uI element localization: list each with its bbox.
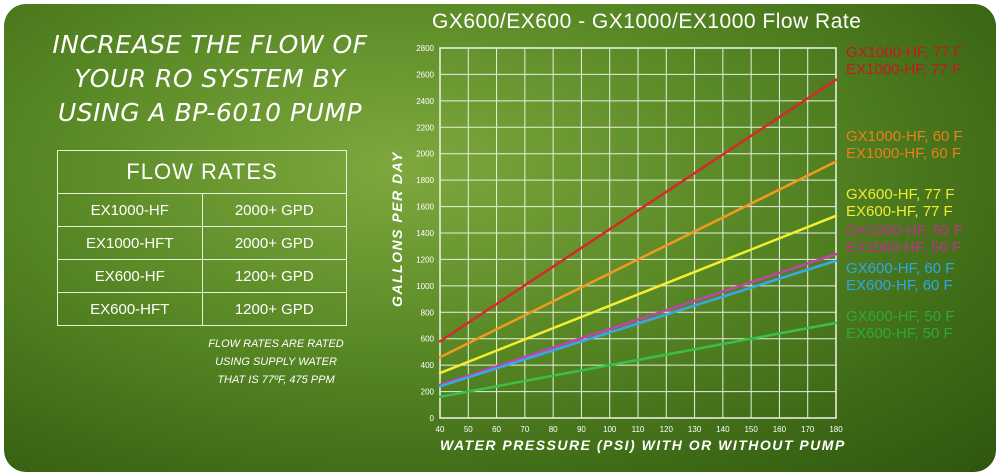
- legend-entry: EX1000-HF, 60 F: [846, 145, 962, 162]
- headline: INCREASE THE FLOW OF YOUR RO SYSTEM BY U…: [20, 28, 400, 130]
- y-tick-label: 2400: [416, 97, 434, 106]
- x-tick-label: 40: [436, 425, 445, 434]
- series-line-4: [438, 252, 838, 387]
- flow-rates-table: FLOW RATES EX1000-HF 2000+ GPD EX1000-HF…: [57, 150, 347, 326]
- headline-line-1: INCREASE THE FLOW OF: [52, 30, 368, 59]
- x-tick-label: 130: [688, 425, 702, 434]
- legend-entry: GX600-HF, 77 F: [846, 186, 955, 203]
- series-line-6: [438, 321, 838, 399]
- y-tick-label: 400: [421, 361, 435, 370]
- x-tick-label: 140: [716, 425, 730, 434]
- headline-line-2: YOUR RO SYSTEM BY: [74, 64, 346, 93]
- model-cell: EX600-HF: [57, 259, 203, 293]
- rate-cell: 1200+ GPD: [201, 259, 347, 293]
- note-line-3: THAT IS 77ºF, 475 PPM: [217, 374, 335, 386]
- table-row: EX600-HF 1200+ GPD: [57, 259, 347, 293]
- x-tick-label: 60: [492, 425, 501, 434]
- y-tick-label: 1000: [416, 282, 434, 291]
- y-tick-label: 600: [421, 335, 435, 344]
- legend-entry: GX600-HF, 50 F: [846, 308, 955, 325]
- x-tick-label: 80: [549, 425, 558, 434]
- series-line-2: [438, 160, 838, 359]
- legend-entry: EX1000-HF, 50 F: [846, 239, 962, 256]
- y-tick-label: 1400: [416, 229, 434, 238]
- table-row: EX1000-HF 2000+ GPD: [57, 193, 347, 227]
- x-tick-label: 90: [577, 425, 586, 434]
- x-tick-label: 70: [520, 425, 529, 434]
- model-cell: EX600-HFT: [57, 292, 203, 326]
- y-tick-label: 2800: [416, 44, 434, 53]
- table-row: EX600-HFT 1200+ GPD: [57, 292, 347, 326]
- note-line-1: FLOW RATES ARE RATED: [208, 338, 344, 350]
- x-tick-label: 160: [773, 425, 787, 434]
- y-axis-label: GALLONS PER DAY: [389, 151, 405, 307]
- model-cell: EX1000-HFT: [57, 226, 203, 260]
- y-tick-label: 1600: [416, 203, 434, 212]
- legend-entry: EX600-HF, 50 F: [846, 325, 953, 342]
- x-tick-label: 120: [660, 425, 674, 434]
- y-tick-label: 800: [421, 308, 435, 317]
- y-tick-label: 2000: [416, 150, 434, 159]
- series-line-1: [438, 78, 838, 343]
- flow-rate-note: FLOW RATES ARE RATED USING SUPPLY WATER …: [196, 335, 356, 389]
- legend-entry: GX1000-HF, 60 F: [846, 128, 963, 145]
- legend-entry: GX1000-HF, 50 F: [846, 222, 963, 239]
- legend-entry: GX600-HF, 60 F: [846, 260, 955, 277]
- y-tick-label: 2600: [416, 70, 434, 79]
- y-tick-label: 200: [421, 388, 435, 397]
- x-axis-label: WATER PRESSURE (PSI) WITH OR WITHOUT PUM…: [440, 437, 846, 453]
- y-tick-label: 1800: [416, 176, 434, 185]
- headline-line-3: USING A BP-6010 PUMP: [57, 98, 363, 127]
- x-tick-label: 170: [801, 425, 815, 434]
- note-line-2: USING SUPPLY WATER: [215, 356, 337, 368]
- rate-cell: 1200+ GPD: [201, 292, 347, 326]
- series-line-5: [438, 259, 838, 388]
- rate-cell: 2000+ GPD: [201, 226, 347, 260]
- x-tick-label: 180: [829, 425, 843, 434]
- table-row: EX1000-HFT 2000+ GPD: [57, 226, 347, 260]
- x-tick-label: 150: [744, 425, 758, 434]
- y-tick-label: 0: [430, 414, 435, 423]
- chart-title: GX600/EX600 - GX1000/EX1000 Flow Rate: [432, 10, 862, 33]
- series-line-3: [438, 214, 838, 375]
- y-tick-label: 2200: [416, 123, 434, 132]
- legend-entry: GX1000-HF, 77 F: [846, 44, 963, 61]
- legend-entry: EX600-HF, 60 F: [846, 277, 953, 294]
- x-tick-label: 110: [632, 425, 645, 434]
- y-tick-label: 1200: [416, 255, 434, 264]
- legend-entry: EX600-HF, 77 F: [846, 203, 953, 220]
- x-tick-label: 100: [603, 425, 617, 434]
- legend-entry: EX1000-HF, 77 F: [846, 61, 962, 78]
- x-tick-label: 50: [464, 425, 473, 434]
